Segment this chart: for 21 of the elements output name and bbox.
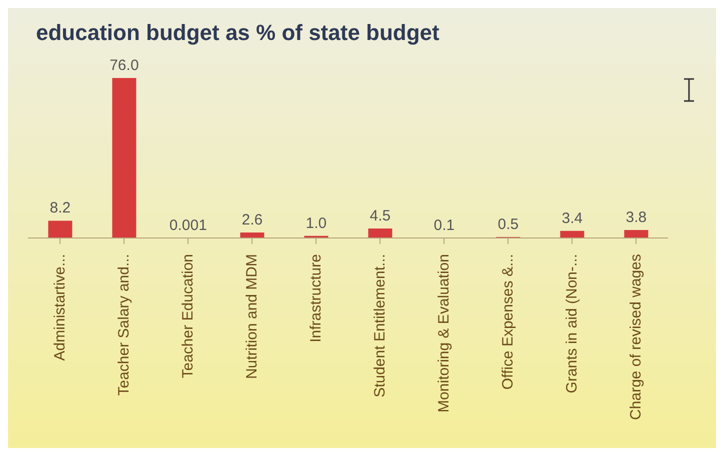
x-tick-label: Grants in aid (Non-... [564, 254, 580, 394]
x-tick-label: Charge of revised wages [628, 254, 644, 420]
data-label: 8.2 [50, 200, 71, 217]
x-tick-label: Teacher Salary and... [116, 254, 132, 396]
data-label: 3.8 [626, 209, 647, 226]
data-label: 76.0 [110, 57, 139, 74]
x-tick-label: Student Entitlement... [372, 254, 388, 398]
data-label: 4.5 [370, 208, 391, 225]
x-tick-label: Office Expenses &... [500, 254, 516, 390]
chart-title: education budget as % of state budget [36, 20, 440, 46]
x-tick-label: Teacher Education [180, 254, 196, 378]
data-label: 0.1 [434, 216, 455, 234]
data-label: 3.4 [562, 210, 583, 227]
data-label: 0.001 [169, 217, 207, 234]
x-tick-label: Infrastructure [308, 254, 324, 342]
data-label: 0.5 [498, 216, 519, 233]
data-label: 1.0 [306, 214, 327, 232]
x-tick-label: Nutrition and MDM [244, 254, 260, 380]
x-tick-label: Administartive... [52, 254, 68, 361]
x-tick-label: Monitoring & Evaluation [436, 254, 452, 412]
data-label: 2.6 [242, 212, 263, 229]
